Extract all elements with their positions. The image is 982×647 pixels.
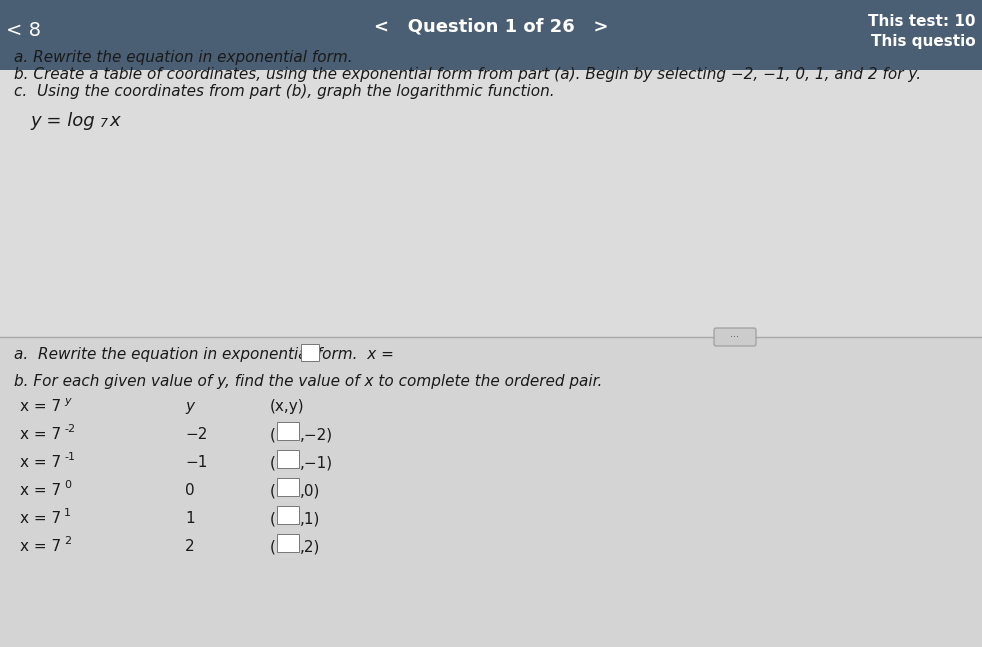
Text: (: ( [270, 539, 276, 554]
Text: 2: 2 [185, 539, 194, 554]
FancyBboxPatch shape [0, 62, 982, 70]
Text: y: y [64, 396, 71, 406]
Text: < 8: < 8 [6, 21, 41, 41]
Text: x = 7: x = 7 [20, 539, 61, 554]
Text: <   Question 1 of 26   >: < Question 1 of 26 > [374, 18, 608, 36]
FancyBboxPatch shape [277, 506, 299, 524]
Text: ···: ··· [731, 332, 739, 342]
Text: 1: 1 [64, 508, 71, 518]
Text: -1: -1 [64, 452, 75, 462]
Text: This test: 10: This test: 10 [868, 14, 976, 29]
Text: x = 7: x = 7 [20, 511, 61, 526]
Text: 7: 7 [100, 117, 108, 130]
FancyBboxPatch shape [277, 534, 299, 552]
Text: ,−1): ,−1) [300, 455, 333, 470]
Text: ,0): ,0) [300, 483, 320, 498]
Text: c.  Using the coordinates from part (b), graph the logarithmic function.: c. Using the coordinates from part (b), … [14, 84, 555, 99]
Text: 0: 0 [64, 480, 71, 490]
Text: x = 7: x = 7 [20, 483, 61, 498]
Text: x = 7: x = 7 [20, 399, 61, 414]
Text: b. For each given value of y, find the value of x to complete the ordered pair.: b. For each given value of y, find the v… [14, 374, 602, 389]
Text: b. Create a table of coordinates, using the exponential form from part (a). Begi: b. Create a table of coordinates, using … [14, 67, 921, 82]
Text: ,2): ,2) [300, 539, 320, 554]
Text: (: ( [270, 455, 276, 470]
Text: (: ( [270, 483, 276, 498]
FancyBboxPatch shape [277, 450, 299, 468]
Text: (: ( [270, 427, 276, 442]
Text: 1: 1 [185, 511, 194, 526]
Text: ,−2): ,−2) [300, 427, 333, 442]
Text: 0: 0 [185, 483, 194, 498]
Text: −1: −1 [185, 455, 207, 470]
Text: (x,y): (x,y) [270, 399, 304, 414]
Text: (: ( [270, 511, 276, 526]
Text: 2: 2 [64, 536, 71, 546]
FancyBboxPatch shape [277, 422, 299, 440]
FancyBboxPatch shape [714, 328, 756, 346]
Text: ,1): ,1) [300, 511, 320, 526]
FancyBboxPatch shape [277, 478, 299, 496]
Text: a.  Rewrite the equation in exponential form.  x =: a. Rewrite the equation in exponential f… [14, 347, 399, 362]
Text: x = 7: x = 7 [20, 427, 61, 442]
FancyBboxPatch shape [0, 337, 982, 647]
Text: This questio: This questio [871, 34, 976, 49]
Text: x: x [109, 112, 120, 130]
FancyBboxPatch shape [0, 62, 982, 337]
Text: y = log: y = log [30, 112, 94, 130]
Text: -2: -2 [64, 424, 76, 434]
Text: x = 7: x = 7 [20, 455, 61, 470]
Text: a. Rewrite the equation in exponential form.: a. Rewrite the equation in exponential f… [14, 50, 353, 65]
Text: y: y [185, 399, 194, 414]
FancyBboxPatch shape [301, 344, 319, 361]
FancyBboxPatch shape [0, 0, 982, 62]
Text: −2: −2 [185, 427, 207, 442]
